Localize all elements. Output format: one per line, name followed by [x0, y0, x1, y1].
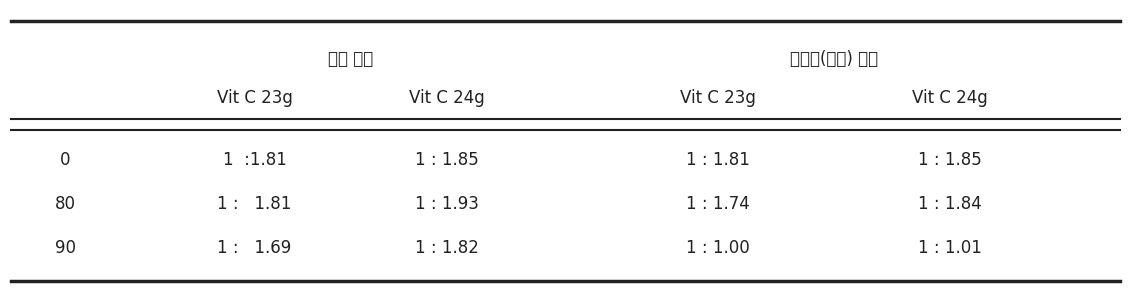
Text: 1 : 1.85: 1 : 1.85 — [415, 151, 478, 169]
Text: 1 : 1.74: 1 : 1.74 — [687, 195, 750, 213]
Text: 1 : 1.01: 1 : 1.01 — [918, 239, 982, 257]
Text: 90: 90 — [55, 239, 76, 257]
Text: 1 : 1.85: 1 : 1.85 — [918, 151, 982, 169]
Text: 1  :1.81: 1 :1.81 — [223, 151, 286, 169]
Text: Vit C 23g: Vit C 23g — [680, 89, 757, 107]
Text: 1 : 1.84: 1 : 1.84 — [918, 195, 982, 213]
Text: 1 : 1.82: 1 : 1.82 — [415, 239, 478, 257]
Text: 1 : 1.81: 1 : 1.81 — [687, 151, 750, 169]
Text: 지퍼백(비닐) 밀봉: 지퍼백(비닐) 밀봉 — [791, 50, 878, 68]
Text: Vit C 24g: Vit C 24g — [913, 89, 987, 107]
Text: 0: 0 — [60, 151, 71, 169]
Text: Vit C 24g: Vit C 24g — [409, 89, 484, 107]
Text: 1 : 1.00: 1 : 1.00 — [687, 239, 750, 257]
Text: 1 : 1.93: 1 : 1.93 — [415, 195, 478, 213]
Text: Vit C 23g: Vit C 23g — [216, 89, 293, 107]
Text: 1 :   1.69: 1 : 1.69 — [217, 239, 292, 257]
Text: 은박 밀봉: 은박 밀봉 — [328, 50, 373, 68]
Text: 80: 80 — [55, 195, 76, 213]
Text: 1 :   1.81: 1 : 1.81 — [217, 195, 292, 213]
